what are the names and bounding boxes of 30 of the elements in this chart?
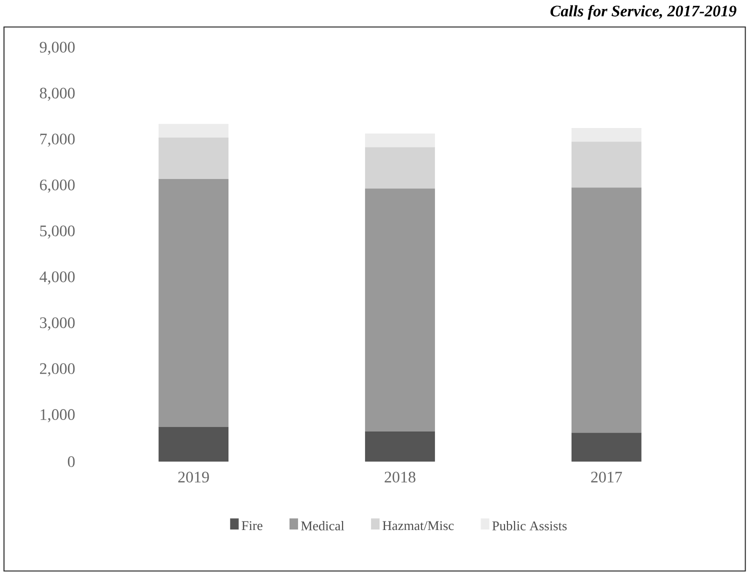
bar xyxy=(158,124,228,138)
bar xyxy=(365,432,435,462)
bar xyxy=(158,426,228,462)
y-tick-label: 8,000 xyxy=(40,88,75,101)
bar xyxy=(572,432,642,462)
y-tick-label: 9,000 xyxy=(40,42,75,55)
y-tick-label: 4,000 xyxy=(40,271,75,285)
bar xyxy=(158,138,228,180)
bar xyxy=(365,188,435,432)
y-tick-label: 6,000 xyxy=(40,180,75,193)
bar xyxy=(572,128,642,142)
legend-label: Hazmat/Misc xyxy=(382,521,454,530)
y-tick-label: 1,000 xyxy=(40,409,75,422)
bar xyxy=(158,178,228,428)
x-tick-label: 2017 xyxy=(591,472,622,482)
y-tick-label: 7,000 xyxy=(40,134,75,147)
bar xyxy=(365,133,435,148)
y-tick-label: 3,000 xyxy=(40,317,75,330)
y-tick-label: 5,000 xyxy=(40,225,75,239)
legend-label: Fire xyxy=(242,521,262,530)
bar xyxy=(365,147,435,190)
bar xyxy=(572,188,642,434)
legend-label: Medical xyxy=(301,520,344,530)
y-tick-label: 2,000 xyxy=(40,363,75,376)
y-tick-label: 0 xyxy=(68,456,75,468)
x-tick-label: 2019 xyxy=(178,472,209,482)
x-tick-label: 2018 xyxy=(384,472,416,482)
bar xyxy=(572,142,642,188)
chart-title: Calls for Service, 2017-2019 xyxy=(550,5,736,20)
legend-label: Public Assists xyxy=(492,520,567,530)
